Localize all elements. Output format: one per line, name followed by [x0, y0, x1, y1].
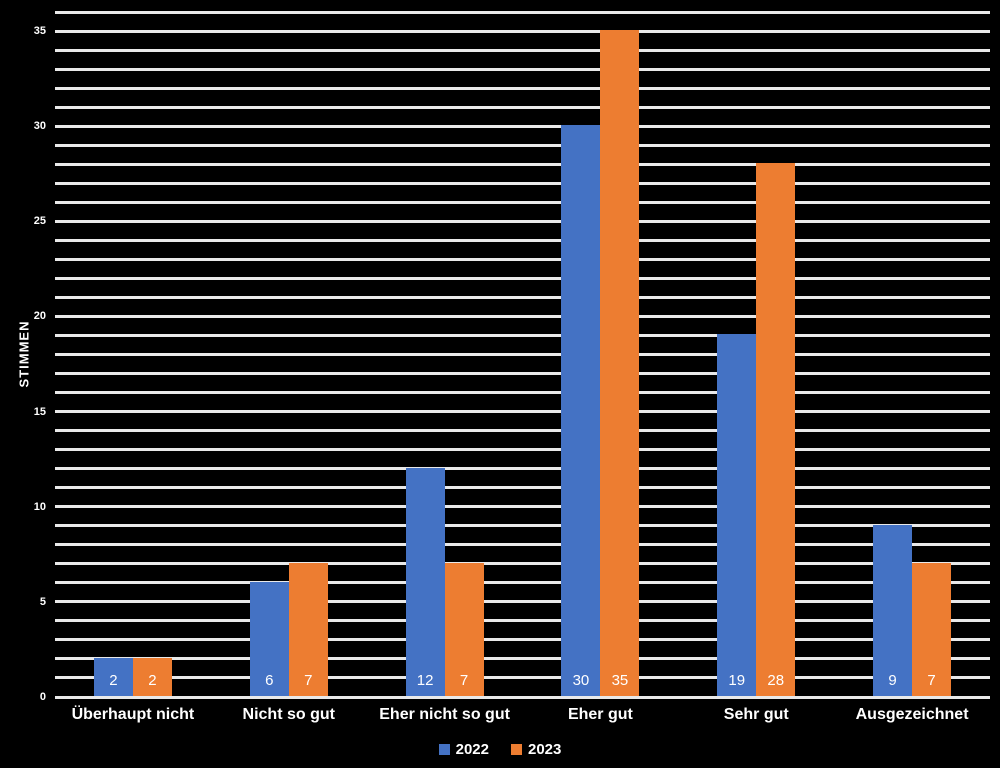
gridline: [55, 410, 990, 414]
bar-value-label: 28: [767, 672, 785, 689]
legend-item-2023: 2023: [511, 741, 561, 758]
gridline: [55, 657, 990, 661]
bar-value-label: 7: [927, 672, 936, 689]
bar-value-label: 30: [572, 672, 590, 689]
bar-2023-6: 7: [912, 562, 952, 696]
gridline: [55, 48, 990, 52]
legend-label: 2022: [455, 741, 489, 758]
gridline: [55, 276, 990, 280]
gridline: [55, 372, 990, 376]
x-axis-label-2: Nicht so gut: [242, 706, 335, 723]
y-tick-label-15: 15: [33, 405, 46, 418]
bar-2022-6: 9: [873, 524, 913, 696]
gridline: [55, 295, 990, 299]
gridline: [55, 448, 990, 452]
x-axis-label-6: Ausgezeichnet: [855, 706, 969, 723]
gridline: [55, 429, 990, 433]
bar-value-label: 6: [265, 672, 274, 689]
legend-swatch-icon: [511, 744, 522, 755]
y-tick-label-25: 25: [33, 215, 46, 228]
gridline: [55, 86, 990, 90]
gridline: [55, 581, 990, 585]
gridline: [55, 124, 990, 128]
gridline: [55, 543, 990, 547]
bar-2023-3: 7: [444, 562, 484, 696]
gridline: [55, 67, 990, 71]
bar-value-label: 7: [304, 672, 313, 689]
gridline: [55, 467, 990, 471]
bar-2022-4: 30: [561, 125, 601, 696]
bar-2023-2: 7: [288, 562, 328, 696]
gridline: [55, 181, 990, 185]
gridline: [55, 333, 990, 337]
gridline: [55, 562, 990, 566]
legend-item-2022: 2022: [438, 741, 489, 758]
y-tick-label-0: 0: [39, 691, 46, 703]
gridline: [55, 353, 990, 356]
gridline: [55, 219, 990, 223]
bar-value-label: 12: [416, 672, 434, 689]
gridline: [55, 105, 990, 109]
bar-value-label: 9: [888, 672, 897, 689]
bar-2023-5: 28: [756, 163, 796, 696]
bar-value-label: 19: [728, 672, 746, 689]
bar-value-label: 2: [109, 672, 118, 689]
gridline: [55, 162, 990, 166]
y-axis-title: STIMMEN: [16, 320, 32, 388]
plot-area: 2 2 6 7 12 7 30 35 19 28 9 7: [55, 10, 990, 699]
gridline: [55, 391, 990, 395]
bar-value-label: 7: [459, 672, 469, 689]
legend-swatch-icon: [438, 744, 450, 755]
gridline: [55, 524, 990, 528]
y-tick-label-10: 10: [33, 500, 46, 513]
gridline: [55, 10, 990, 14]
gridline: [55, 238, 990, 242]
bar-2022-5: 19: [717, 334, 757, 696]
gridline: [55, 314, 990, 318]
gridline: [55, 695, 990, 699]
gridline: [55, 600, 990, 604]
y-tick-label-20: 20: [33, 310, 46, 323]
gridline: [55, 200, 990, 204]
bar-value-label: 2: [148, 672, 157, 689]
gridline: [55, 486, 990, 490]
bar-2023-4: 35: [600, 30, 640, 696]
x-axis-label-3: Eher nicht so gut: [379, 706, 510, 723]
gridline: [55, 619, 990, 623]
legend-label: 2023: [528, 741, 562, 758]
y-tick-label-5: 5: [39, 595, 46, 608]
bar-2022-2: 6: [249, 581, 289, 696]
x-axis-label-5: Sehr gut: [723, 706, 789, 723]
bar-2023-1: 2: [132, 657, 172, 696]
x-axis-label-4: Eher gut: [567, 706, 633, 723]
gridline: [55, 638, 990, 642]
gridline: [55, 505, 990, 509]
gridline: [55, 29, 990, 33]
legend: 2022 2023: [0, 741, 1000, 758]
bar-2022-1: 2: [93, 657, 133, 696]
y-tick-label-35: 35: [33, 25, 46, 38]
gridline: [55, 143, 990, 147]
gridline: [55, 676, 990, 680]
gridline: [55, 257, 990, 261]
bar-value-label: 35: [611, 672, 629, 689]
x-axis-label-1: Überhaupt nicht: [71, 706, 195, 723]
bar-2022-3: 12: [405, 467, 445, 696]
y-tick-label-30: 30: [33, 120, 46, 133]
